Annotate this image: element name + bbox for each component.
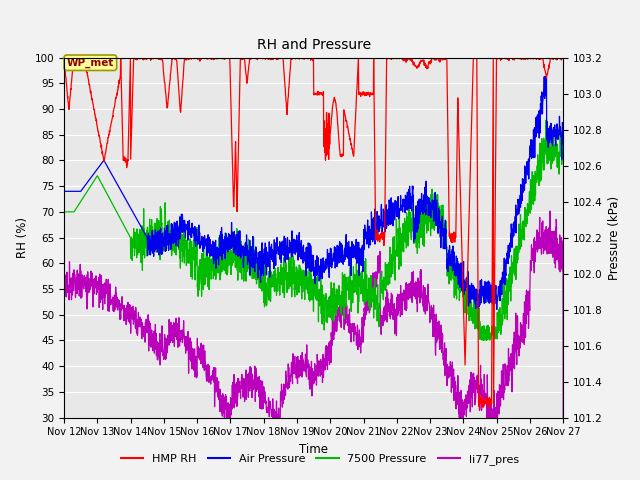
Text: WP_met: WP_met <box>67 58 114 68</box>
Y-axis label: RH (%): RH (%) <box>16 217 29 258</box>
Y-axis label: Pressure (kPa): Pressure (kPa) <box>608 195 621 280</box>
X-axis label: Time: Time <box>299 443 328 456</box>
Legend: HMP RH, Air Pressure, 7500 Pressure, li77_pres: HMP RH, Air Pressure, 7500 Pressure, li7… <box>116 450 524 469</box>
Title: RH and Pressure: RH and Pressure <box>257 38 371 52</box>
